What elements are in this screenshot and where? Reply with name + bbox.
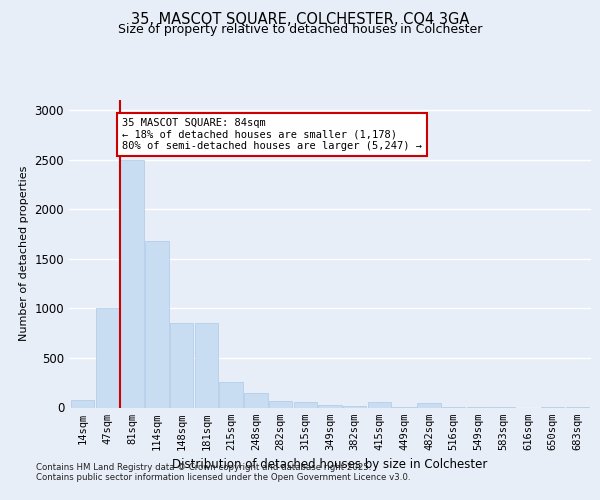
- Bar: [121, 160, 144, 408]
- Bar: [219, 382, 243, 407]
- Bar: [368, 402, 391, 407]
- Bar: [194, 323, 218, 407]
- Y-axis label: Number of detached properties: Number of detached properties: [19, 166, 29, 342]
- Bar: [145, 241, 169, 408]
- Bar: [392, 406, 416, 408]
- Bar: [244, 393, 268, 407]
- Bar: [95, 308, 119, 408]
- Text: Contains public sector information licensed under the Open Government Licence v3: Contains public sector information licen…: [36, 472, 410, 482]
- Text: Size of property relative to detached houses in Colchester: Size of property relative to detached ho…: [118, 24, 482, 36]
- Bar: [417, 402, 441, 407]
- Bar: [71, 400, 94, 407]
- Bar: [318, 404, 342, 407]
- X-axis label: Distribution of detached houses by size in Colchester: Distribution of detached houses by size …: [172, 458, 488, 471]
- Text: 35, MASCOT SQUARE, COLCHESTER, CO4 3GA: 35, MASCOT SQUARE, COLCHESTER, CO4 3GA: [131, 12, 469, 28]
- Bar: [170, 323, 193, 407]
- Text: Contains HM Land Registry data © Crown copyright and database right 2025.: Contains HM Land Registry data © Crown c…: [36, 462, 371, 471]
- Bar: [343, 406, 367, 407]
- Bar: [293, 402, 317, 407]
- Bar: [269, 400, 292, 407]
- Text: 35 MASCOT SQUARE: 84sqm
← 18% of detached houses are smaller (1,178)
80% of semi: 35 MASCOT SQUARE: 84sqm ← 18% of detache…: [122, 118, 422, 151]
